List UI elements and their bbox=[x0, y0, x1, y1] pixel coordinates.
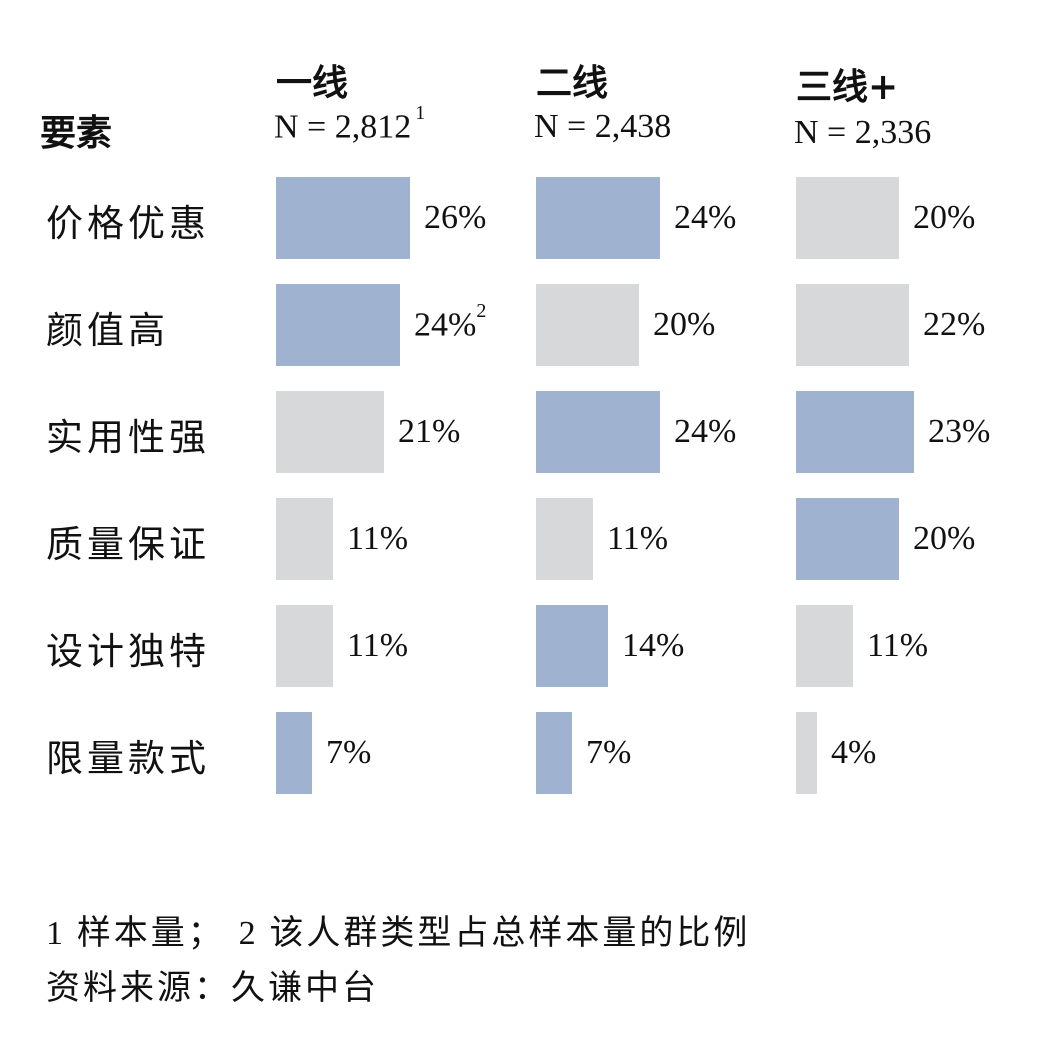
bar bbox=[276, 391, 384, 473]
bar bbox=[796, 391, 914, 473]
data-label: 7% bbox=[326, 734, 372, 771]
group-title: 三线+ bbox=[796, 66, 899, 108]
category-label: 价格优惠 bbox=[46, 202, 210, 245]
bar bbox=[796, 177, 899, 259]
bar bbox=[276, 284, 400, 366]
category-label: 颜值高 bbox=[46, 309, 169, 352]
data-label: 7% bbox=[586, 734, 632, 771]
factor-column-header: 要素 bbox=[40, 112, 113, 154]
data-label: 24% bbox=[674, 413, 737, 450]
data-label: 22% bbox=[923, 306, 986, 343]
category-label: 限量款式 bbox=[46, 737, 210, 780]
bar bbox=[536, 177, 660, 259]
data-label: 21% bbox=[398, 413, 461, 450]
footnote-source: 资料来源：久谦中台 bbox=[46, 968, 379, 1008]
bar bbox=[536, 391, 660, 473]
data-label: 11% bbox=[347, 627, 409, 664]
data-label: 11% bbox=[347, 520, 409, 557]
data-label: 24% bbox=[674, 199, 737, 236]
footnote-sample-size: 1 样本量； 2 该人群类型占总样本量的比例 bbox=[46, 905, 750, 954]
bar bbox=[536, 284, 639, 366]
data-label: 20% bbox=[653, 306, 716, 343]
footnote-number-1: 1 bbox=[46, 915, 63, 952]
data-label: 4% bbox=[831, 734, 877, 771]
category-label: 实用性强 bbox=[46, 416, 210, 459]
footnote-text-2: 该人群类型占总样本量的比例 bbox=[269, 913, 751, 953]
group-sample-size: N = 2,438 bbox=[534, 108, 672, 145]
group-title: 一线 bbox=[276, 62, 349, 104]
bar bbox=[536, 498, 593, 580]
bar bbox=[276, 177, 410, 259]
bar bbox=[796, 605, 853, 687]
bar bbox=[796, 284, 909, 366]
data-label: 14% bbox=[622, 627, 685, 664]
footnote-number-2: 2 bbox=[238, 915, 256, 952]
bar bbox=[536, 712, 572, 794]
group-title: 二线 bbox=[536, 62, 609, 104]
data-label: 20% bbox=[913, 520, 976, 557]
data-label: 20% bbox=[913, 199, 976, 236]
bar bbox=[276, 498, 333, 580]
bar bbox=[536, 605, 608, 687]
footnote-marker: 2 bbox=[476, 300, 487, 322]
data-label: 24%2 bbox=[414, 300, 487, 344]
data-label: 11% bbox=[867, 627, 929, 664]
footnote-text-1: 样本量； bbox=[76, 913, 225, 953]
group-sample-size: N = 2,812 1 bbox=[274, 102, 426, 146]
data-label: 26% bbox=[424, 199, 487, 236]
group-sample-size: N = 2,336 bbox=[794, 114, 932, 151]
bar bbox=[796, 498, 899, 580]
data-label: 11% bbox=[607, 520, 669, 557]
bar bbox=[276, 605, 333, 687]
category-label: 设计独特 bbox=[46, 630, 210, 673]
data-label: 23% bbox=[928, 413, 991, 450]
category-label: 质量保证 bbox=[46, 523, 210, 566]
footnote-marker: 1 bbox=[415, 102, 426, 124]
bar bbox=[796, 712, 817, 794]
bar bbox=[276, 712, 312, 794]
